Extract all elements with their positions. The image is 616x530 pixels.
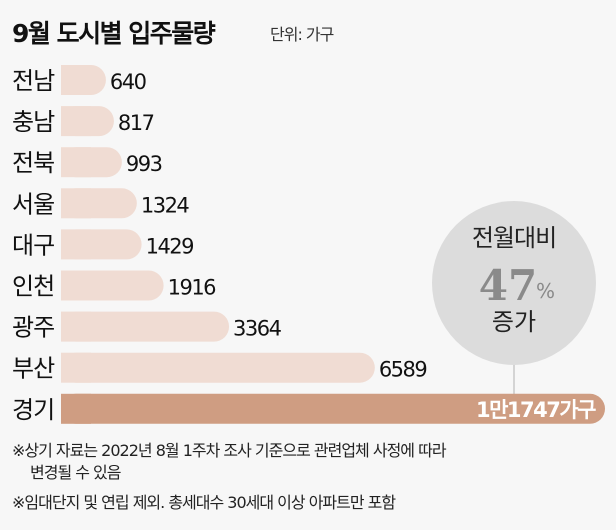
callout-value: 47: [479, 261, 537, 310]
bar-left-edge: [61, 65, 91, 95]
footnote-2: ※임대단지 및 연립 제외. 총세대수 30세대 이상 아파트만 포함: [12, 493, 396, 512]
category-label: 경기: [12, 396, 54, 424]
value-label: 6589: [379, 358, 427, 382]
value-label: 1만1747가구: [476, 398, 596, 422]
value-label: 1429: [146, 234, 194, 258]
value-label: 1324: [141, 193, 190, 217]
bar-left-edge: [61, 311, 91, 342]
value-label: 1916: [168, 276, 217, 300]
category-label: 충남: [12, 108, 55, 136]
category-label: 전북: [12, 149, 54, 177]
bar-left-edge: [61, 188, 91, 219]
category-label: 서울: [12, 190, 54, 218]
category-label: 대구: [12, 231, 54, 259]
bar-left-edge: [61, 106, 91, 137]
value-label: 640: [110, 70, 146, 94]
category-label: 인천: [12, 273, 54, 301]
unit-label: 단위: 가구: [270, 25, 334, 44]
bar-left-edge: [61, 270, 91, 301]
chart-title: 9월 도시별 입주물량: [12, 19, 216, 48]
value-label: 993: [126, 152, 162, 176]
bar-left-edge: [61, 147, 91, 178]
bar-left-edge: [61, 352, 91, 383]
category-label: 부산: [12, 355, 55, 383]
footnote-1-line-2: 변경될 수 있음: [30, 463, 122, 482]
value-label: 3364: [233, 317, 282, 341]
callout-circle: [432, 201, 596, 365]
bar: [61, 352, 375, 383]
category-label: 전남: [12, 67, 55, 95]
bar: [61, 393, 605, 424]
callout-bottom-text: 증가: [492, 308, 536, 336]
callout-top-text: 전월대비: [472, 224, 556, 252]
bar-left-edge: [61, 229, 91, 260]
footnote-1: ※상기 자료는 2022년 8월 1주차 조사 기준으로 관련업체 사정에 따라…: [12, 440, 602, 484]
footnote-1-line-1: ※상기 자료는 2022년 8월 1주차 조사 기준으로 관련업체 사정에 따라: [12, 441, 447, 460]
callout-suffix: %: [536, 279, 555, 303]
category-label: 광주: [12, 314, 54, 342]
bar-left-edge: [61, 393, 91, 424]
bar-chart: 전월대비 47%증가 전남 640 충남 817 전북 993 서울 1324 대구 1429 인천 19…: [12, 65, 605, 424]
value-label: 817: [118, 111, 154, 135]
bar: [61, 311, 230, 342]
